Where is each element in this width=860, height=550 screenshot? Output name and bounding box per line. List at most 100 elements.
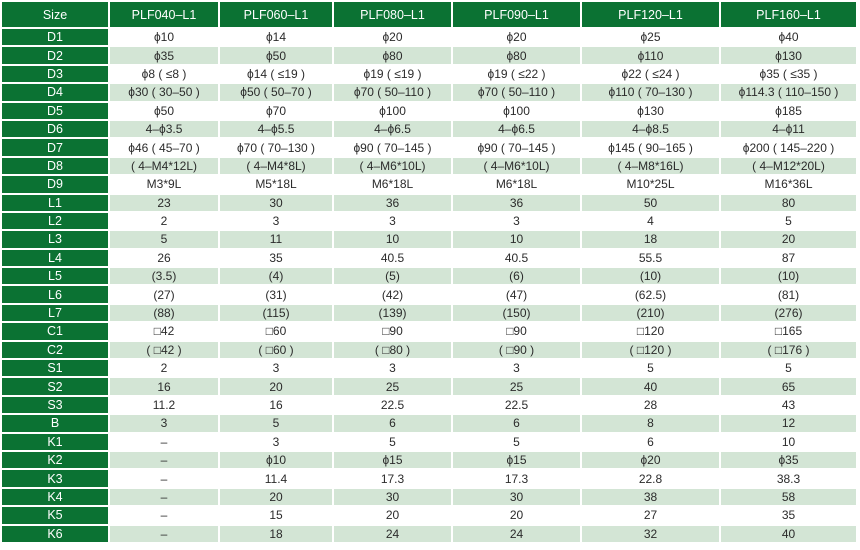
row-label: B [2, 415, 108, 432]
table-cell: ϕ35 [110, 47, 218, 64]
table-cell: (42) [334, 286, 451, 303]
table-cell: ( 4–M4*12L) [110, 157, 218, 175]
table-cell: M6*18L [453, 176, 580, 193]
table-cell: ( □90 ) [453, 341, 580, 359]
table-cell: ϕ145 ( 90–165 ) [582, 139, 719, 156]
table-cell: 6 [334, 415, 451, 432]
model-header: PLF060–L1 [220, 2, 332, 27]
table-cell: (210) [582, 304, 719, 322]
table-cell: ϕ200 ( 145–220 ) [721, 139, 856, 156]
table-cell: 3 [334, 212, 451, 230]
row-label: L5 [2, 268, 108, 285]
table-cell: (115) [220, 304, 332, 322]
table-cell: ϕ130 [721, 47, 856, 64]
row-label: L4 [2, 249, 108, 267]
table-cell: 36 [334, 194, 451, 211]
table-cell: 2 [110, 360, 218, 377]
row-label: S2 [2, 378, 108, 395]
table-cell: 4–ϕ3.5 [110, 120, 218, 138]
row-label: C2 [2, 341, 108, 359]
table-cell: 3 [110, 415, 218, 432]
table-cell: 30 [334, 488, 451, 506]
row-label: D1 [2, 29, 108, 46]
row-label: S3 [2, 396, 108, 414]
table-cell: 4–ϕ6.5 [334, 120, 451, 138]
table-cell: (31) [220, 286, 332, 303]
table-cell: 58 [721, 488, 856, 506]
table-cell: 3 [220, 212, 332, 230]
table-cell: 17.3 [453, 470, 580, 487]
table-cell: 3 [220, 360, 332, 377]
table-cell: (5) [334, 268, 451, 285]
row-label: D3 [2, 65, 108, 83]
table-cell: 2 [110, 212, 218, 230]
table-cell: ϕ40 [721, 29, 856, 46]
table-cell: 43 [721, 396, 856, 414]
size-header: Size [2, 2, 108, 27]
table-cell: ϕ15 [453, 451, 580, 469]
table-cell: 12 [721, 415, 856, 432]
row-label: K5 [2, 507, 108, 524]
table-cell: 4–ϕ8.5 [582, 120, 719, 138]
table-cell: M10*25L [582, 176, 719, 193]
row-label: K6 [2, 525, 108, 542]
table-cell: ϕ8 ( ≤8 ) [110, 65, 218, 83]
table-cell: ϕ100 [453, 102, 580, 119]
table-cell: 16 [220, 396, 332, 414]
table-cell: 6 [453, 415, 580, 432]
table-cell: 5 [453, 433, 580, 450]
table-cell: 18 [582, 231, 719, 248]
table-cell: (139) [334, 304, 451, 322]
table-cell: ϕ80 [453, 47, 580, 64]
table-cell: (27) [110, 286, 218, 303]
table-cell: M6*18L [334, 176, 451, 193]
table-cell: 10 [453, 231, 580, 248]
table-cell: 4–ϕ5.5 [220, 120, 332, 138]
row-label: L7 [2, 304, 108, 322]
table-cell: □60 [220, 323, 332, 340]
table-cell: 5 [110, 231, 218, 248]
table-cell: 10 [721, 433, 856, 450]
table-cell: 40.5 [453, 249, 580, 267]
table-cell: ϕ50 [110, 102, 218, 119]
table-cell: (150) [453, 304, 580, 322]
table-cell: – [110, 525, 218, 542]
table-cell: ϕ70 ( 50–110 ) [334, 84, 451, 101]
table-cell: 17.3 [334, 470, 451, 487]
table-cell: 5 [582, 360, 719, 377]
row-label: L3 [2, 231, 108, 248]
table-cell: 40 [721, 525, 856, 542]
table-cell: 23 [110, 194, 218, 211]
table-cell: 5 [721, 212, 856, 230]
table-cell: ϕ70 ( 70–130 ) [220, 139, 332, 156]
table-cell: ( 4–M4*8L) [220, 157, 332, 175]
table-cell: 11 [220, 231, 332, 248]
table-cell: 11.2 [110, 396, 218, 414]
table-cell: 30 [453, 488, 580, 506]
table-cell: (88) [110, 304, 218, 322]
model-header: PLF090–L1 [453, 2, 580, 27]
row-label: K3 [2, 470, 108, 487]
table-cell: 22.5 [453, 396, 580, 414]
table-cell: 50 [582, 194, 719, 211]
table-cell: 16 [110, 378, 218, 395]
table-cell: 8 [582, 415, 719, 432]
table-cell: – [110, 507, 218, 524]
table-cell: 40.5 [334, 249, 451, 267]
table-cell: 20 [334, 507, 451, 524]
table-cell: ϕ19 ( ≤22 ) [453, 65, 580, 83]
table-cell: ϕ25 [582, 29, 719, 46]
table-cell: – [110, 433, 218, 450]
table-cell: □42 [110, 323, 218, 340]
row-label: S1 [2, 360, 108, 377]
table-cell: ϕ185 [721, 102, 856, 119]
table-cell: 40 [582, 378, 719, 395]
table-cell: 80 [721, 194, 856, 211]
table-cell: ϕ22 ( ≤24 ) [582, 65, 719, 83]
table-cell: ( 4–M6*10L) [453, 157, 580, 175]
row-label: D4 [2, 84, 108, 101]
table-cell: 24 [334, 525, 451, 542]
table-cell: 5 [220, 415, 332, 432]
table-cell: 20 [721, 231, 856, 248]
table-cell: ( □120 ) [582, 341, 719, 359]
